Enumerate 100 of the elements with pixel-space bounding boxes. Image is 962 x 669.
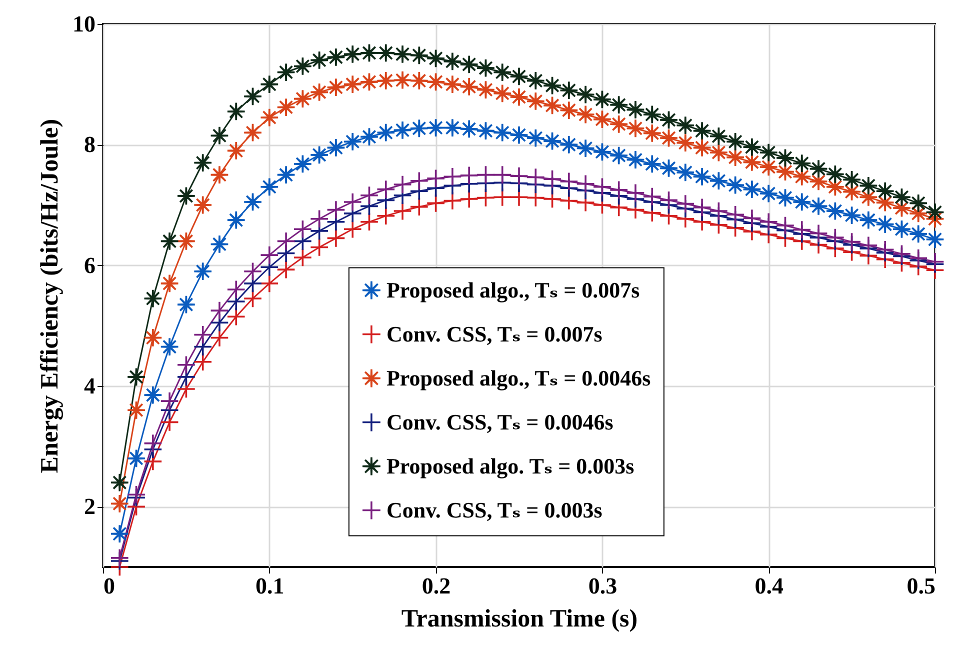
point bbox=[642, 124, 662, 143]
point bbox=[726, 176, 745, 195]
point bbox=[310, 82, 329, 102]
point bbox=[310, 145, 329, 164]
point bbox=[592, 142, 612, 162]
point bbox=[243, 123, 262, 142]
point bbox=[609, 114, 628, 134]
point bbox=[559, 135, 578, 154]
point bbox=[410, 171, 429, 190]
point bbox=[326, 78, 346, 97]
point bbox=[143, 288, 162, 308]
point bbox=[126, 448, 146, 468]
point bbox=[759, 142, 778, 162]
point bbox=[476, 165, 496, 184]
point bbox=[110, 494, 130, 514]
point bbox=[193, 195, 212, 215]
point bbox=[260, 74, 279, 94]
point bbox=[343, 192, 362, 212]
point bbox=[908, 224, 928, 244]
point bbox=[542, 131, 562, 151]
point bbox=[792, 167, 812, 186]
legend-label: Conv. CSS, Tₛ = 0.0046s bbox=[386, 409, 614, 434]
point bbox=[360, 43, 379, 63]
point bbox=[193, 325, 212, 344]
point bbox=[126, 400, 146, 420]
point bbox=[160, 392, 180, 411]
point bbox=[410, 118, 429, 138]
point bbox=[492, 84, 512, 103]
point bbox=[442, 52, 462, 71]
point bbox=[542, 76, 562, 96]
point bbox=[676, 162, 695, 182]
point bbox=[176, 294, 196, 314]
point bbox=[559, 172, 578, 192]
point bbox=[226, 141, 246, 160]
point bbox=[842, 232, 862, 252]
x-axis-title: Transmission Time (s) bbox=[401, 606, 638, 632]
y-tick-label: 10 bbox=[72, 12, 96, 36]
point bbox=[576, 85, 596, 104]
point bbox=[858, 210, 878, 230]
point bbox=[592, 177, 612, 196]
y-tick-label: 4 bbox=[84, 374, 96, 398]
point bbox=[626, 118, 646, 138]
point bbox=[110, 472, 130, 492]
point bbox=[193, 262, 212, 281]
point bbox=[742, 152, 762, 172]
point bbox=[410, 197, 429, 216]
point bbox=[110, 548, 130, 568]
point bbox=[526, 71, 546, 90]
point bbox=[559, 80, 578, 100]
point bbox=[592, 110, 612, 129]
point bbox=[226, 102, 246, 122]
point bbox=[376, 71, 396, 90]
point bbox=[460, 166, 479, 185]
point bbox=[126, 367, 146, 387]
point bbox=[260, 246, 279, 265]
point bbox=[742, 138, 762, 157]
y-tick-label: 2 bbox=[84, 494, 96, 520]
point bbox=[442, 167, 462, 186]
point bbox=[709, 142, 728, 162]
point bbox=[509, 66, 529, 86]
point bbox=[776, 148, 795, 168]
point bbox=[776, 162, 795, 182]
point bbox=[476, 121, 496, 140]
point bbox=[193, 153, 212, 172]
point bbox=[626, 100, 646, 120]
point bbox=[509, 87, 529, 107]
point bbox=[176, 355, 196, 374]
point bbox=[310, 238, 329, 257]
point bbox=[908, 194, 928, 213]
point bbox=[659, 190, 678, 210]
point bbox=[392, 174, 412, 194]
point bbox=[792, 192, 812, 212]
point bbox=[326, 48, 346, 67]
point bbox=[160, 274, 180, 293]
point bbox=[559, 100, 578, 120]
point bbox=[692, 167, 712, 186]
legend-label: Proposed algo., Tₛ = 0.0046s bbox=[386, 365, 652, 390]
point bbox=[276, 62, 296, 82]
point bbox=[293, 220, 312, 239]
point bbox=[392, 44, 412, 64]
point bbox=[126, 485, 146, 504]
point bbox=[776, 216, 795, 236]
point bbox=[526, 168, 546, 187]
point bbox=[210, 301, 230, 320]
point bbox=[360, 127, 379, 146]
point bbox=[326, 200, 346, 220]
point bbox=[210, 126, 230, 146]
point bbox=[526, 92, 546, 111]
point bbox=[392, 120, 412, 140]
point bbox=[226, 210, 246, 230]
point bbox=[609, 95, 628, 114]
point bbox=[709, 126, 728, 146]
point bbox=[692, 121, 712, 140]
point bbox=[642, 154, 662, 174]
point bbox=[659, 110, 678, 130]
point bbox=[626, 150, 646, 170]
point bbox=[808, 159, 828, 178]
point bbox=[293, 89, 312, 108]
point bbox=[260, 274, 279, 293]
point bbox=[692, 198, 712, 217]
